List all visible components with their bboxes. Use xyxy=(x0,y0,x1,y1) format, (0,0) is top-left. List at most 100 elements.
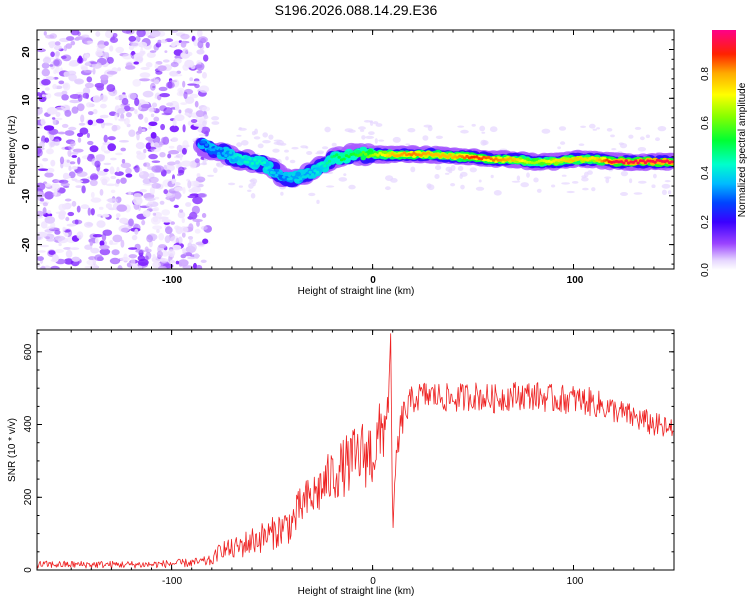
x-tick-label-top: -100 xyxy=(162,275,182,286)
noise-blob xyxy=(172,118,177,127)
ridge-cell xyxy=(231,156,235,160)
noise-blob xyxy=(68,203,73,208)
scatter-blob xyxy=(410,166,416,173)
scatter-blob xyxy=(469,167,477,173)
scatter-blob xyxy=(571,181,579,184)
noise-blob xyxy=(148,153,158,160)
noise-blob xyxy=(125,112,132,118)
y-tick-label-top: 0 xyxy=(21,144,32,150)
noise-blob xyxy=(158,216,169,220)
noise-blob xyxy=(102,122,113,126)
noise-blob xyxy=(53,45,63,51)
noise-blob xyxy=(61,94,69,101)
noise-blob xyxy=(141,128,146,132)
noise-blob xyxy=(193,39,199,47)
noise-blob xyxy=(180,33,190,40)
noise-blob xyxy=(99,245,110,250)
noise-blob xyxy=(185,202,192,207)
noise-blob xyxy=(64,109,72,117)
noise-blob xyxy=(188,188,196,193)
noise-blob xyxy=(70,40,76,46)
ridge-cell xyxy=(320,161,324,165)
noise-blob xyxy=(173,182,181,186)
noise-blob xyxy=(128,92,137,100)
noise-blob xyxy=(149,186,155,195)
noise-blob xyxy=(60,104,71,110)
ridge-cell xyxy=(217,152,221,155)
scatter-blob xyxy=(228,182,236,186)
ridge-cell xyxy=(360,155,367,161)
noise-blob xyxy=(117,67,121,72)
noise-blob xyxy=(137,126,143,135)
scatter-blob xyxy=(582,187,589,191)
scatter-blob xyxy=(316,199,320,204)
noise-blob xyxy=(42,202,49,207)
noise-blob xyxy=(141,219,146,226)
noise-blob xyxy=(200,37,207,44)
noise-blob xyxy=(152,261,161,269)
noise-blob xyxy=(40,265,46,269)
noise-blob xyxy=(194,253,200,259)
scatter-blob xyxy=(580,125,587,128)
ridge-cell xyxy=(255,161,259,165)
noise-blob xyxy=(66,223,77,227)
ridge-cell xyxy=(296,178,300,182)
noise-blob xyxy=(106,56,114,64)
scatter-blob xyxy=(360,129,365,132)
noise-blob xyxy=(45,34,55,39)
noise-blob xyxy=(152,253,156,260)
noise-blob xyxy=(37,182,46,191)
noise-blob xyxy=(100,103,107,109)
noise-blob xyxy=(161,250,169,257)
noise-blob xyxy=(170,235,180,243)
noise-blob xyxy=(110,189,116,194)
scatter-blob xyxy=(250,178,258,185)
scatter-blob xyxy=(471,123,476,127)
noise-blob xyxy=(148,176,159,184)
scatter-blob xyxy=(629,178,633,184)
ridge-cell xyxy=(250,162,255,165)
scatter-blob xyxy=(633,192,643,195)
noise-blob xyxy=(58,203,67,212)
noise-blob xyxy=(94,254,103,261)
noise-blob xyxy=(200,225,208,230)
noise-blob xyxy=(170,61,179,68)
noise-blob xyxy=(75,185,83,189)
noise-blob xyxy=(150,113,155,118)
ridge-cell xyxy=(653,160,657,164)
snr-frame xyxy=(36,329,675,571)
noise-blob xyxy=(115,178,121,184)
noise-blob xyxy=(152,216,159,223)
ridge-cell xyxy=(402,151,406,155)
scatter-blob xyxy=(450,183,456,187)
noise-blob xyxy=(187,256,196,260)
noise-blob xyxy=(77,137,82,143)
noise-blob xyxy=(76,231,84,239)
noise-blob xyxy=(46,238,56,242)
scatter-blob xyxy=(325,185,335,188)
noise-blob xyxy=(64,198,72,202)
ridge-cell xyxy=(475,155,479,159)
noise-blob xyxy=(196,60,202,66)
noise-blob xyxy=(196,70,203,74)
noise-blob xyxy=(77,103,85,112)
noise-blob xyxy=(171,178,176,185)
noise-blob xyxy=(45,87,50,91)
noise-blob xyxy=(52,254,59,263)
colorbar-gradient xyxy=(712,30,736,270)
noise-blob xyxy=(163,189,168,195)
scatter-blob xyxy=(587,170,593,175)
noise-blob xyxy=(89,179,98,187)
noise-blob xyxy=(183,91,188,100)
noise-blob xyxy=(193,123,202,127)
noise-blob xyxy=(72,148,84,153)
noise-blob xyxy=(50,51,55,58)
scatter-blob xyxy=(369,120,374,123)
noise-blob xyxy=(202,72,207,79)
scatter-blob xyxy=(620,171,629,177)
scatter-blob xyxy=(375,123,383,127)
noise-blob xyxy=(87,140,94,146)
noise-blob xyxy=(203,54,209,62)
noise-blob xyxy=(153,116,160,122)
noise-blob xyxy=(86,76,93,83)
